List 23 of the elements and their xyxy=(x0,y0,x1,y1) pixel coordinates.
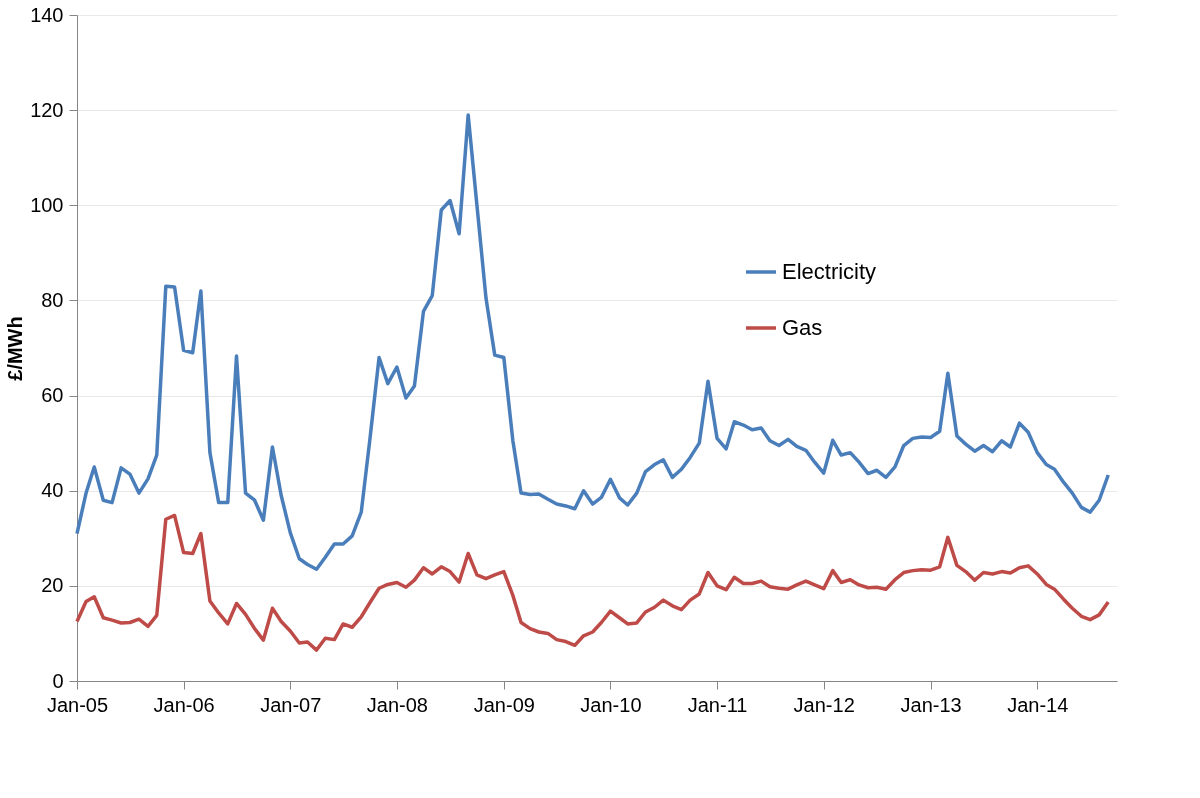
line-series xyxy=(75,513,1110,652)
line-series xyxy=(75,113,1110,571)
y-tick-label: 140 xyxy=(30,3,64,26)
x-tick-label: Jan-06 xyxy=(153,693,215,716)
x-tick-label: Jan-09 xyxy=(473,693,535,716)
x-tick-label: Jan-08 xyxy=(366,693,428,716)
y-tick-label: 100 xyxy=(30,193,64,216)
legend-label: Gas xyxy=(782,315,823,340)
legend-label: Electricity xyxy=(782,259,877,284)
x-tick-label: Jan-10 xyxy=(580,693,642,716)
y-axis-title: £/MWh xyxy=(4,316,27,381)
y-tick-label: 60 xyxy=(41,384,64,407)
x-tick-label: Jan-05 xyxy=(46,693,109,716)
y-tick-label: 80 xyxy=(41,288,64,311)
x-tick-label: Jan-13 xyxy=(900,693,962,716)
x-tick-label: Jan-12 xyxy=(793,693,855,716)
y-tick-label: 120 xyxy=(30,98,64,121)
y-tick-label: 0 xyxy=(52,669,64,692)
x-tick-label: Jan-07 xyxy=(260,693,322,716)
x-tick-label: Jan-14 xyxy=(1007,693,1069,716)
y-tick-label: 40 xyxy=(41,479,64,502)
x-tick-label: Jan-11 xyxy=(687,693,748,716)
y-tick-label: 20 xyxy=(41,574,64,597)
